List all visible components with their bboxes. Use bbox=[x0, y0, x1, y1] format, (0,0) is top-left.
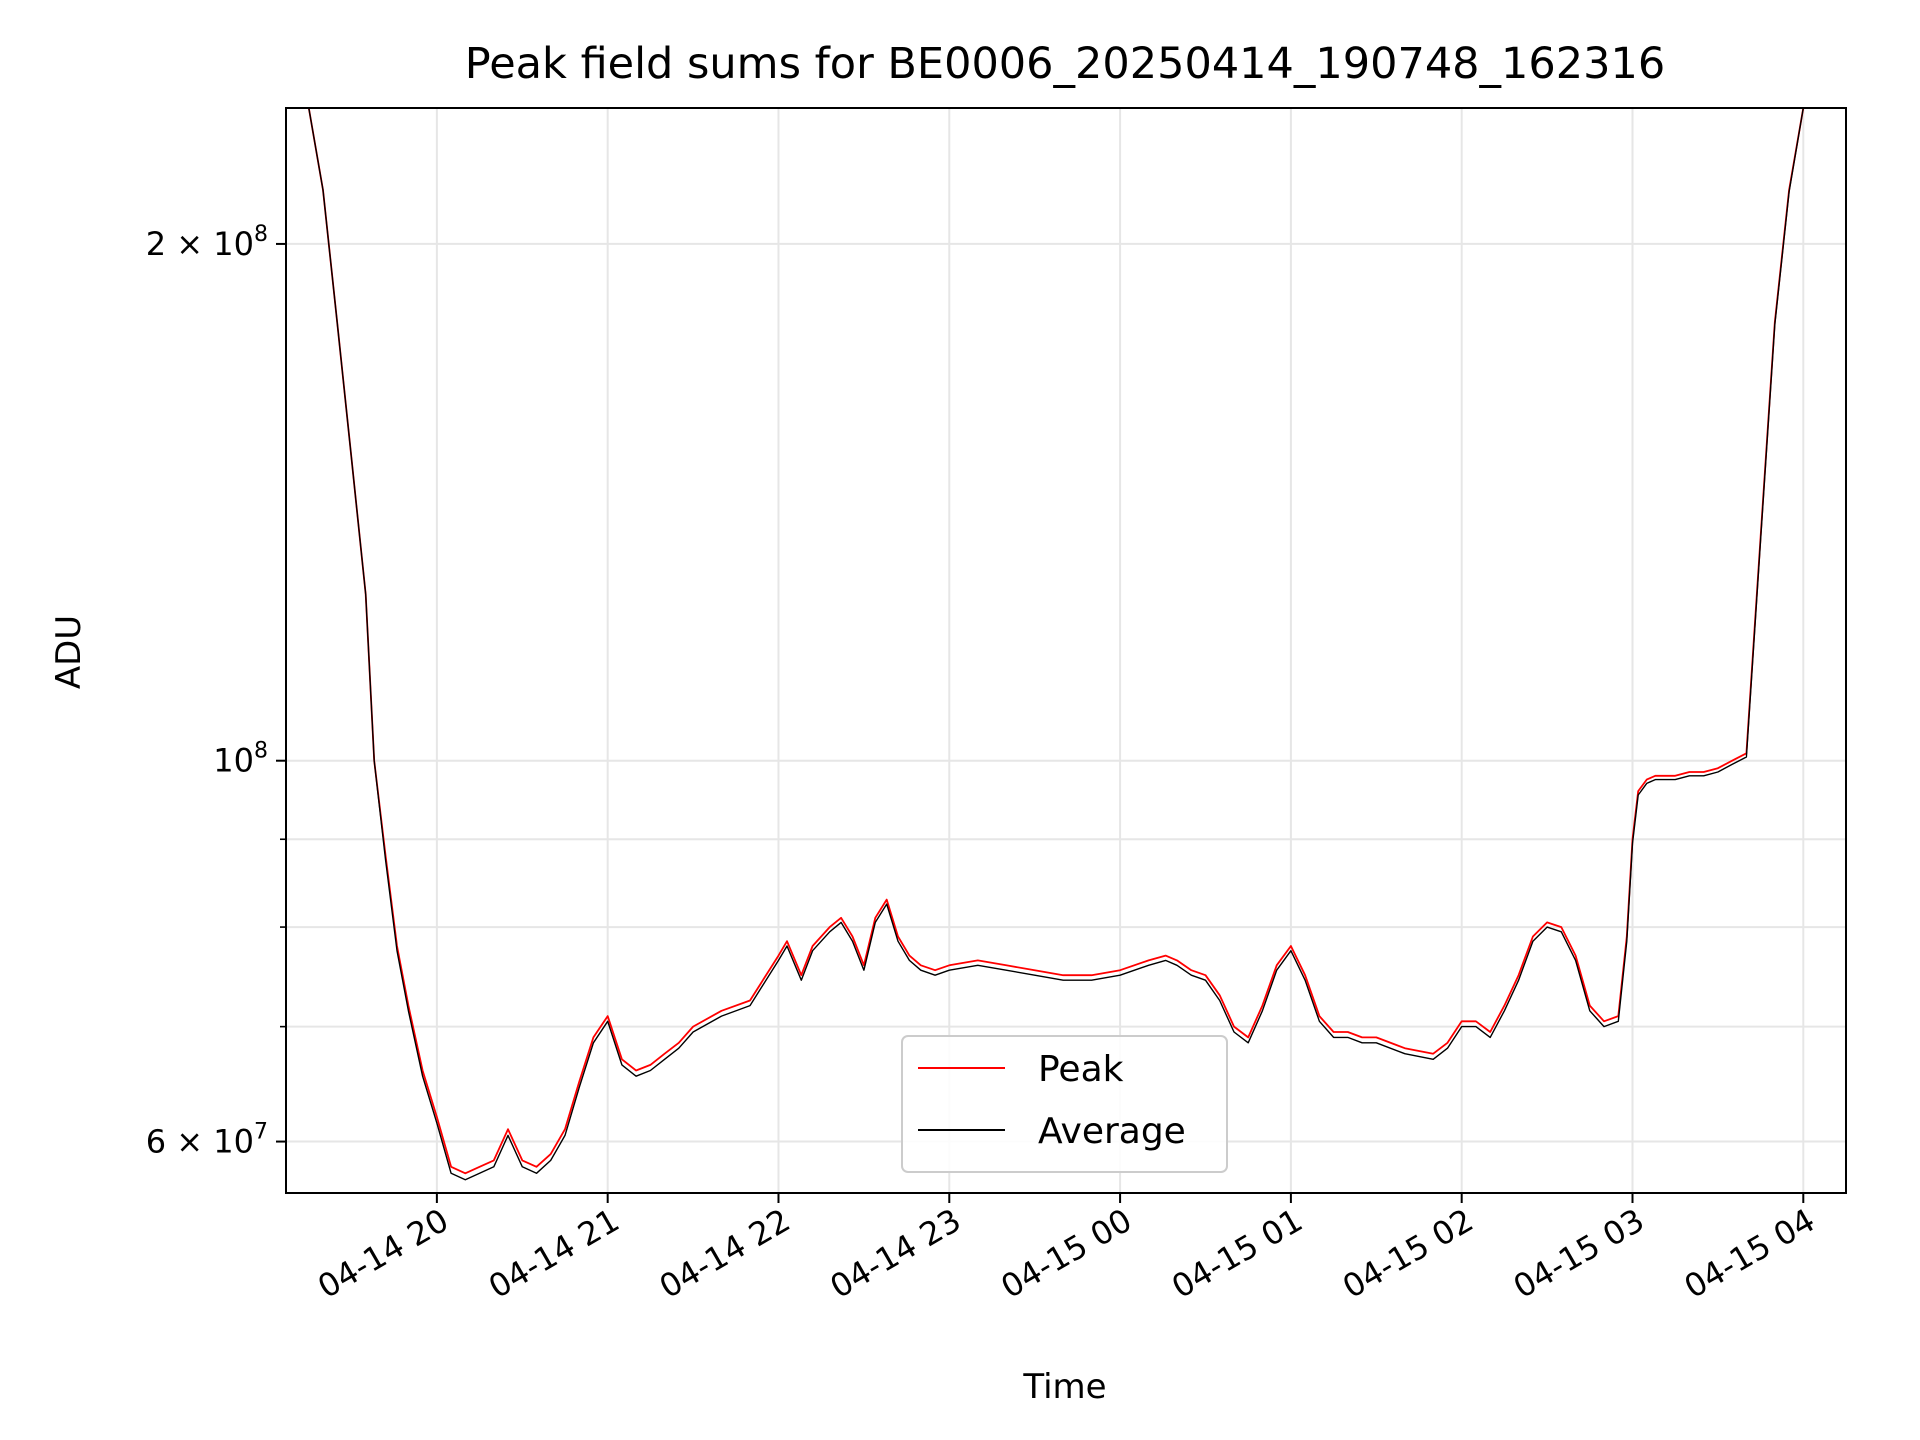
legend-label-peak: Peak bbox=[1038, 1049, 1124, 1090]
legend-box bbox=[901, 1035, 1228, 1173]
y-tick-label: 6 × 107 bbox=[146, 1120, 268, 1161]
plot-area: 04-14 20 04-14 21 04-14 22 04-14 23 04-15 00… bbox=[146, 107, 1847, 1306]
y-axis-ticks: 6 × 107 108 2 × 108 bbox=[146, 222, 286, 1161]
series-line-average bbox=[286, 108, 1804, 1181]
grid bbox=[286, 108, 1846, 1193]
chart-title: Peak field sums for BE0006_20250414_1907… bbox=[465, 39, 1665, 89]
y-tick-label: 108 bbox=[213, 739, 268, 780]
series-lines bbox=[286, 108, 1805, 1181]
y-tick-label: 2 × 108 bbox=[146, 222, 268, 263]
series-line-peak bbox=[286, 108, 1805, 1175]
plot-frame bbox=[285, 107, 1847, 1194]
legend: Peak Average bbox=[901, 1035, 1228, 1173]
legend-label-average: Average bbox=[1038, 1111, 1186, 1152]
x-axis-label: Time bbox=[1022, 1367, 1106, 1407]
plot-background bbox=[286, 108, 1846, 1193]
y-axis-label: ADU bbox=[49, 615, 89, 689]
